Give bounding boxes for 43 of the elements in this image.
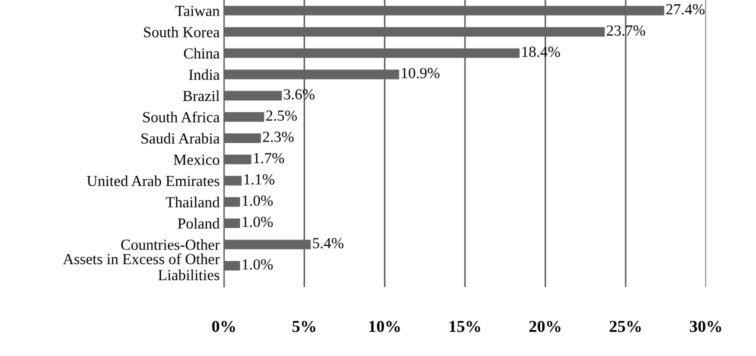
data-label: 10.9% (402, 68, 440, 78)
bar (224, 48, 520, 58)
data-label: 1.7% (254, 152, 284, 164)
bar (224, 90, 282, 100)
y-tick-label: Poland (178, 218, 220, 229)
x-tick-label: 10% (369, 320, 400, 332)
y-tick-label: India (188, 69, 220, 80)
y-tick-label: South Africa (143, 111, 220, 122)
y-tick-label: Saudi Arabia (142, 132, 220, 144)
y-tick-label: Mexico (174, 154, 220, 165)
y-tick-label: South Korea (144, 26, 220, 38)
bar (224, 260, 240, 271)
data-label: 5.4% (313, 238, 344, 248)
x-tick-label: 0% (212, 320, 235, 332)
bar (224, 154, 252, 164)
y-tick-label: Assets in Excess of Other Liabilities (62, 253, 220, 280)
x-tick-label: 5% (292, 320, 316, 332)
x-tick-label: 20% (529, 320, 560, 332)
y-tick-label: Taiwan (175, 6, 220, 16)
data-label: 1.0% (242, 195, 273, 206)
y-tick-label: China (184, 48, 220, 59)
y-tick-label: Brazil (182, 90, 220, 102)
bar (224, 6, 664, 16)
x-tick-label: 15% (450, 320, 480, 332)
data-label: 1.0% (242, 216, 273, 228)
data-label: 27.4% (666, 4, 705, 15)
y-tick-label: Thailand (166, 196, 220, 208)
x-tick-label: 30% (690, 320, 722, 332)
bar (224, 112, 264, 122)
x-tick-label: 25% (610, 320, 641, 332)
y-tick-label: United Arab Emirates (86, 175, 220, 186)
bar (224, 27, 605, 37)
data-label: 2.3% (263, 132, 294, 142)
data-label: 1.0% (242, 259, 273, 270)
data-label: 1.1% (244, 174, 274, 185)
y-tick-label: Countries-Other (121, 239, 220, 250)
data-label: 2.5% (266, 110, 297, 121)
bar (224, 70, 400, 80)
bar (224, 240, 311, 250)
bar (224, 197, 240, 207)
bar (224, 218, 240, 228)
bar (224, 133, 261, 143)
bar (224, 176, 242, 186)
